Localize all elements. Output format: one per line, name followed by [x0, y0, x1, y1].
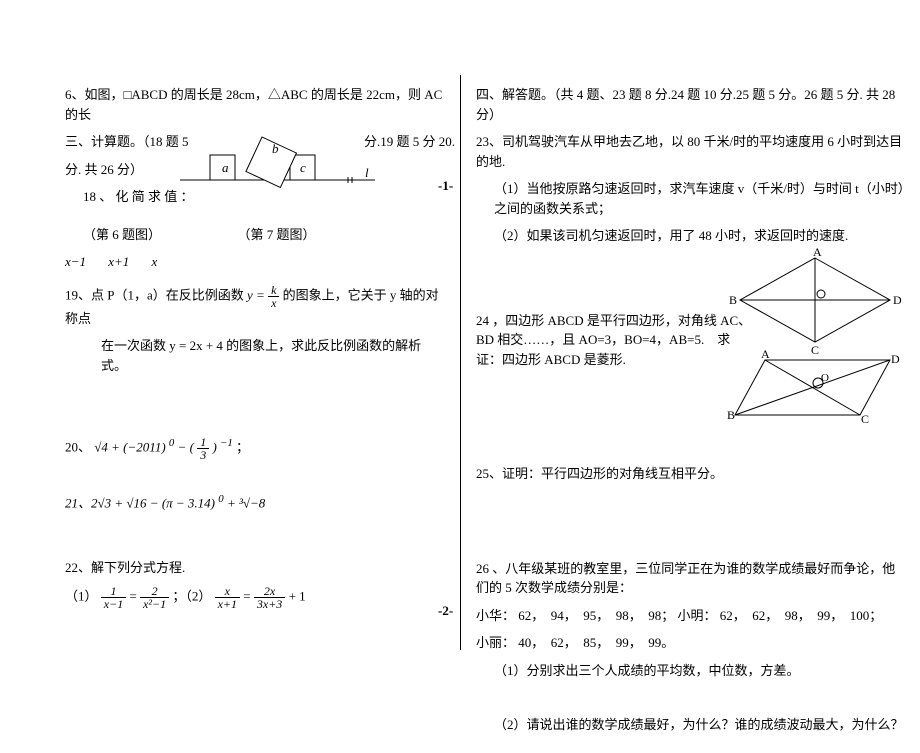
fig7-b: b: [272, 141, 279, 156]
q20-p9: ；: [236, 439, 249, 454]
figure-25-parallelogram: A D B C O: [735, 355, 895, 425]
q26-hua: 小华： 62， 94， 95， 98， 98； 小明： 62， 62， 98， …: [476, 606, 905, 626]
q18-x3: x: [152, 252, 192, 272]
q20-p2: + (−2011): [111, 439, 166, 454]
q19-text1: 19、点 P（1，a）在反比例函数: [65, 287, 247, 302]
left-column: 6、如图，□ABCD 的周长是 28cm，△ABC 的周长是 22cm，则 AC…: [0, 0, 460, 628]
ming-scores: 62， 62， 98， 99， 100；: [720, 608, 883, 623]
q20-frac: 1 3: [197, 436, 209, 461]
q22-title: 22、解下列分式方程.: [65, 558, 445, 578]
caption-6: （第 6 题图）: [65, 227, 161, 242]
q23-text: 23、司机驾驶汽车从甲地去乙地，以 80 千米/时的平均速度用 6 小时到达目的…: [476, 132, 905, 171]
q18-x1: x−1: [65, 252, 105, 272]
q25-text: 25、证明：平行四边形的对角线互相平分。: [476, 464, 905, 484]
q22-p1-lhs-den: x−1: [101, 598, 126, 610]
fig24-A: A: [813, 245, 822, 259]
figure-24-rhombus: A B C D: [735, 250, 895, 350]
fig25-C: C: [861, 412, 869, 426]
page-number-1: -1-: [438, 178, 453, 194]
q22-p2-rhs: 2x 3x+3: [254, 585, 285, 610]
q22-plus1: + 1: [289, 589, 306, 604]
q22-p1-lhs: 1 x−1: [101, 585, 126, 610]
q18-row: x−1 x+1 x: [65, 252, 445, 272]
li-scores: 40， 62， 85， 99， 99。: [518, 635, 674, 650]
caption-7: （第 7 题图）: [238, 227, 316, 242]
q22-label1: （1）: [65, 589, 98, 604]
q26-p1: （1）分别求出三个人成绩的平均数，中位数，方差。: [476, 661, 905, 681]
fig25-A: A: [761, 347, 770, 361]
q20-p0: 20、: [65, 439, 91, 454]
fig24-B: B: [729, 293, 737, 307]
q26-p2: （2）请说出谁的数学成绩最好，为什么？谁的成绩波动最大，为什么？: [476, 715, 905, 735]
q22-p2-lhs-den: x+1: [215, 598, 240, 610]
fig7-a: a: [222, 160, 229, 175]
q20-p8: −1: [220, 437, 233, 449]
right-header: 四、解答题。（共 4 题、23 题 8 分.24 题 10 分.25 题 5 分…: [476, 85, 905, 124]
hua-label: 小华：: [476, 608, 515, 623]
captions-row: （第 6 题图） （第 7 题图）: [65, 225, 445, 245]
q21-tail: + ³√−8: [227, 495, 265, 510]
q20-p4: − (: [178, 439, 194, 454]
q21: 21、2√3 + √16 − (π − 3.14) 0 + ³√−8: [65, 491, 445, 513]
q23-p2: （2）如果该司机匀速返回时，用了 48 小时，求返回时的速度.: [476, 226, 905, 246]
q19-line1: 19、点 P（1，a）在反比例函数 y = k x 的图象上，它关于 y 轴的对…: [65, 284, 445, 329]
q19-frac-den: x: [268, 297, 279, 309]
q20-frac-den: 3: [197, 449, 209, 461]
q22-p1-rhs-den: x²−1: [140, 598, 169, 610]
q22-p2-lhs: x x+1: [215, 585, 240, 610]
q22-p1-rhs: 2 x²−1: [140, 585, 169, 610]
q20-frac-num: 1: [197, 436, 209, 449]
q22-label2: ；（2）: [172, 589, 211, 604]
q18-x2: x+1: [108, 252, 148, 272]
q19-yeq: y =: [247, 287, 265, 302]
q20: 20、 √4 + (−2011) 0 − ( 1 3 ) −1 ；: [65, 435, 445, 461]
q26-text: 26 、八年级某班的教室里，三位同学正在为谁的数学成绩最好而争论，他们的 5 次…: [476, 559, 905, 598]
q19-frac-num: k: [268, 284, 279, 297]
fig25-D: D: [891, 352, 900, 366]
page-number-2: -2-: [438, 603, 453, 619]
q20-p3: 0: [169, 437, 174, 449]
fig25-O: O: [821, 372, 829, 384]
li-label: 小丽：: [476, 635, 515, 650]
q19-line2: 在一次函数 y = 2x + 4 的图象上，求此反比例函数的解析式。: [65, 336, 445, 375]
section-three: 三、计算题。（18 题 5: [65, 132, 189, 152]
fig7-c: c: [300, 160, 306, 175]
q26-li: 小丽： 40， 62， 85， 99， 99。: [476, 633, 905, 653]
figure-7: a b c l: [180, 125, 380, 195]
fig7-l: l: [365, 165, 369, 180]
q22-p2-rhs-den: 3x+3: [254, 598, 285, 610]
q21-expr: 21、2√3 + √16 − (π − 3.14): [65, 495, 215, 510]
hua-scores: 62， 94， 95， 98， 98；: [518, 608, 674, 623]
fig24-D: D: [893, 293, 902, 307]
q23-p1: （1）当他按原路匀速返回时，求汽车速度 v（千米/时）与时间 t（小时）之间的函…: [476, 179, 905, 218]
q6-text: 6、如图，□ABCD 的周长是 28cm，△ABC 的周长是 22cm，则 AC…: [65, 85, 445, 124]
ming-label: 小明：: [678, 608, 717, 623]
q20-p7: ): [212, 439, 216, 454]
fig25-B: B: [727, 408, 735, 422]
q22-parts: （1） 1 x−1 = 2 x²−1 ；（2） x x+1 = 2x 3x+3 …: [65, 585, 445, 610]
q19-frac: k x: [268, 284, 279, 309]
q20-p1: √4: [94, 439, 108, 454]
q21-exp0: 0: [218, 493, 223, 505]
